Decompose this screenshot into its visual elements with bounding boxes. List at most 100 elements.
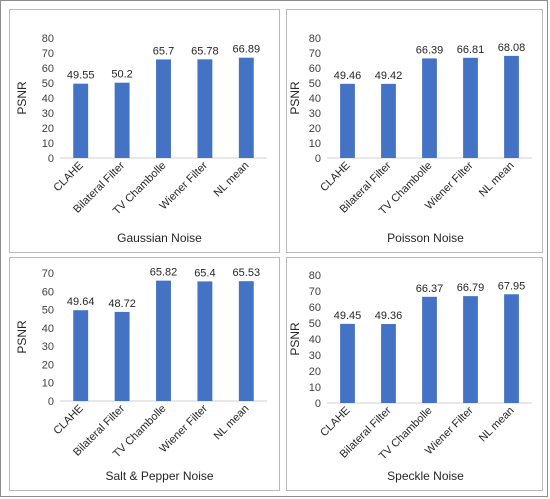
y-tick-label: 60 [309,302,321,314]
bar [238,57,254,158]
bar [114,82,130,158]
y-tick-label: 50 [309,318,321,330]
bar-value-label: 48.72 [108,298,136,310]
bar [197,281,213,401]
bar-value-label: 66.89 [233,44,261,56]
bar [73,83,89,158]
y-tick-label: 20 [42,123,54,135]
x-axis-label: Salt & Pepper Noise [105,469,213,483]
y-axis-label: PSNR [15,320,29,354]
x-tick-label: CLAHE [318,160,352,194]
x-axis-label: Poisson Noise [387,231,464,245]
y-tick-label: 20 [42,359,54,371]
bar-value-label: 49.36 [375,310,403,322]
y-tick-label: 40 [309,93,321,105]
y-tick-label: 10 [42,378,54,390]
bar [340,323,355,403]
bar [422,58,437,158]
y-tick-label: 40 [42,323,54,335]
bar-value-label: 67.95 [498,280,526,292]
y-tick-label: 20 [309,366,321,378]
x-tick-label: CLAHE [51,403,85,437]
bar-value-label: 49.46 [334,70,362,82]
y-tick-label: 30 [42,108,54,120]
bar-value-label: 65.53 [233,267,261,279]
y-axis-label: PSNR [15,81,29,115]
chart-panel-gaussian: 0 10 20 30 40 50 60 70 80 PSNR 49.55 CLAHE 50.2 Bilat… [9,9,280,253]
y-axis-label: PSNR [288,81,302,115]
y-tick-label: 10 [42,138,54,150]
bar-value-label: 66.79 [457,282,485,294]
y-tick-label: 0 [48,153,54,165]
y-axis-label: PSNR [288,322,302,356]
bar-value-label: 65.82 [150,267,178,279]
x-tick-label: NL mean [477,160,517,200]
x-tick-label: NL mean [212,403,252,443]
y-tick-label: 10 [309,138,321,150]
bar-value-label: 66.81 [457,44,485,56]
bar [381,324,396,403]
bar [504,294,519,403]
bar-value-label: 65.4 [194,267,215,279]
x-axis-label: Gaussian Noise [117,231,202,245]
bar [238,281,254,401]
bar [197,59,213,158]
y-tick-label: 80 [42,33,54,45]
bar [156,280,171,401]
y-tick-label: 50 [309,78,321,90]
x-axis-label: Speckle Noise [387,469,464,483]
bar-value-label: 65.7 [153,45,174,57]
y-tick-label: 80 [309,33,321,45]
chart-svg: 01020304050607080PSNR49.46CLAHE49.42Bila… [288,33,532,245]
y-tick-label: 0 [315,153,321,165]
bar-value-label: 65.78 [191,45,219,57]
chart-panel-speckle: 0 10 20 30 40 50 60 70 80 PSNR 49.45 CLAHE 49.36 Bila… [286,257,543,491]
y-tick-label: 40 [42,93,54,105]
bar-value-label: 49.45 [334,310,362,322]
y-tick-label: 30 [309,108,321,120]
bar [381,83,396,158]
y-tick-label: 70 [309,48,321,60]
bar [156,59,171,159]
y-tick-label: 60 [309,63,321,75]
bar-value-label: 66.37 [416,283,444,295]
y-tick-label: 70 [309,286,321,298]
y-tick-label: 70 [42,268,54,280]
y-tick-label: 60 [42,286,54,298]
chart-svg: 01020304050607080PSNR49.55CLAHE50.2Bilat… [15,33,267,245]
y-tick-label: 50 [42,78,54,90]
x-tick-label: CLAHE [318,405,352,439]
y-tick-label: 0 [315,398,321,410]
chart-svg: 010203040506070PSNR49.64CLAHE48.72Bilate… [15,267,267,483]
y-tick-label: 10 [309,382,321,394]
y-tick-label: 30 [42,341,54,353]
y-tick-label: 20 [309,123,321,135]
chart-panel-poisson: 0 10 20 30 40 50 60 70 80 PSNR 49.46 CLAHE 49.42 Bila… [286,9,543,253]
bar [114,311,130,401]
bar-value-label: 50.2 [111,69,132,81]
y-tick-label: 30 [309,350,321,362]
bar-value-label: 49.42 [375,70,403,82]
bar-value-label: 49.55 [67,70,95,82]
bar [504,55,519,158]
y-tick-label: 0 [48,396,54,408]
bar [422,296,437,403]
bar [463,57,478,158]
bar-value-label: 49.64 [67,296,95,308]
bar-value-label: 68.08 [498,42,526,54]
x-tick-label: CLAHE [51,160,85,194]
bar [463,296,478,403]
chart-panel-salt-pepper: 0 10 20 30 40 50 60 70 PSNR 49.64 CLAHE 48.72 Bilate… [9,257,280,491]
bar-value-label: 66.39 [416,44,444,56]
bar [73,310,89,401]
y-tick-label: 60 [42,63,54,75]
y-tick-label: 50 [42,305,54,317]
y-tick-label: 40 [309,334,321,346]
x-tick-label: NL mean [477,405,517,445]
y-tick-label: 70 [42,48,54,60]
chart-svg: 01020304050607080PSNR49.45CLAHE49.36Bila… [288,270,532,483]
y-tick-label: 80 [309,270,321,282]
x-tick-label: NL mean [212,160,252,200]
bar [340,83,355,158]
